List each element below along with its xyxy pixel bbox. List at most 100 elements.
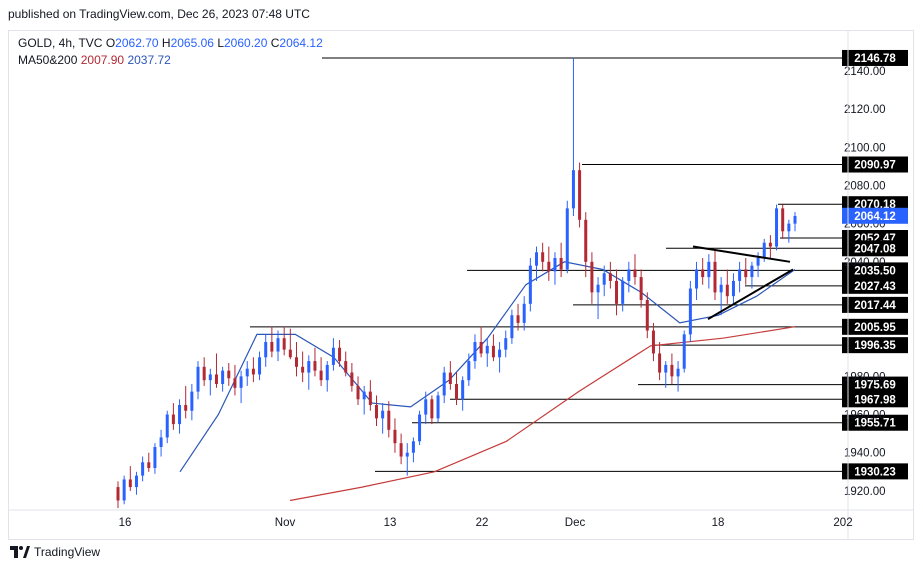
candle-body xyxy=(350,372,354,386)
level-badge: 1996.35 xyxy=(842,337,908,354)
candle-body xyxy=(473,342,477,362)
candle xyxy=(362,385,366,415)
candle-body xyxy=(153,447,157,468)
candle-body xyxy=(159,437,163,447)
candle xyxy=(627,261,631,293)
candle-body xyxy=(190,391,194,411)
candle xyxy=(559,242,563,278)
candle xyxy=(584,212,588,278)
candle-body xyxy=(528,265,532,304)
candle-body xyxy=(787,223,791,232)
candle-body xyxy=(664,364,668,373)
chart-frame[interactable] xyxy=(8,30,914,540)
candle xyxy=(393,418,397,453)
candle xyxy=(141,456,145,482)
level-badge-text: 1975.69 xyxy=(854,380,896,392)
candle xyxy=(590,252,594,304)
candle-body xyxy=(393,429,397,444)
candle-body xyxy=(504,338,508,350)
trendlines xyxy=(692,245,794,320)
candle xyxy=(313,347,317,377)
candle-body xyxy=(264,342,268,358)
candles xyxy=(116,57,797,509)
level-badge: 2035.50 xyxy=(842,262,908,279)
candle-body xyxy=(627,269,631,281)
candle-body xyxy=(356,385,360,400)
candle-body xyxy=(571,170,575,209)
candle-body xyxy=(387,410,391,430)
candle-body xyxy=(645,300,649,331)
candle-body xyxy=(368,391,372,405)
candle-body xyxy=(584,219,588,262)
level-badge: 2090.97 xyxy=(842,156,908,173)
candle xyxy=(430,395,434,425)
candle-body xyxy=(651,330,655,354)
candle-body xyxy=(559,258,563,270)
candle xyxy=(374,395,378,426)
candle xyxy=(713,250,717,300)
level-badge-text: 2146.78 xyxy=(854,53,896,65)
candle-body xyxy=(731,280,735,297)
candle xyxy=(658,342,662,381)
candle xyxy=(184,385,188,419)
candle xyxy=(461,376,465,411)
level-badge: 1967.98 xyxy=(842,391,908,408)
candle xyxy=(615,269,619,316)
candle-body xyxy=(202,366,206,381)
candle xyxy=(775,204,779,251)
y-tick-label: 1940.00 xyxy=(844,448,886,460)
candle-body xyxy=(621,280,625,304)
candle-body xyxy=(141,462,145,476)
candle xyxy=(467,353,471,386)
price-axis: 2146.782090.972070.182052.472047.082035.… xyxy=(8,30,914,540)
candle-body xyxy=(294,357,298,367)
candle-body xyxy=(658,353,662,373)
candle-body xyxy=(196,366,200,392)
candle xyxy=(738,261,742,293)
candle xyxy=(325,361,329,392)
x-tick-label: 16 xyxy=(119,517,132,529)
level-badge: 2005.95 xyxy=(842,318,908,335)
candle xyxy=(436,391,440,423)
y-tick-label: 2140.00 xyxy=(844,66,886,78)
candle xyxy=(153,443,157,474)
low-label: L xyxy=(217,36,224,50)
candle xyxy=(331,338,335,371)
candle xyxy=(608,261,612,289)
candle-body xyxy=(510,315,514,339)
candle xyxy=(405,443,409,476)
candle xyxy=(528,258,532,312)
candle xyxy=(781,204,785,239)
candle xyxy=(178,399,182,434)
level-badge-text: 2017.44 xyxy=(854,300,896,312)
level-badge: 2146.78 xyxy=(842,49,908,66)
candle xyxy=(707,254,711,289)
candle-body xyxy=(602,273,606,285)
candle-body xyxy=(270,342,274,352)
candle xyxy=(510,309,514,344)
candle-body xyxy=(547,261,551,272)
candle xyxy=(122,475,126,505)
candle-body xyxy=(541,252,545,262)
candle-body xyxy=(227,370,231,379)
candle xyxy=(485,338,489,367)
candle-body xyxy=(701,269,705,278)
candle xyxy=(442,366,446,404)
candle-body xyxy=(682,334,686,369)
candle-body xyxy=(553,258,557,272)
candle xyxy=(787,219,791,243)
current-price-badge: 2064.12 xyxy=(842,207,908,224)
level-badge-text: 1955.71 xyxy=(854,418,896,430)
candle-body xyxy=(245,368,249,377)
candle-body xyxy=(362,391,366,400)
candle-body xyxy=(578,170,582,220)
y-tick-label: 1960.00 xyxy=(844,410,886,422)
candle-body xyxy=(750,265,754,278)
symbol-label: GOLD, 4h, TVC xyxy=(18,36,103,50)
ma-row: MA50&200 2007.90 2037.72 xyxy=(18,52,323,69)
candle-body xyxy=(676,368,680,377)
level-badge: 2047.08 xyxy=(842,240,908,257)
candle xyxy=(535,246,539,281)
candle xyxy=(387,401,391,438)
